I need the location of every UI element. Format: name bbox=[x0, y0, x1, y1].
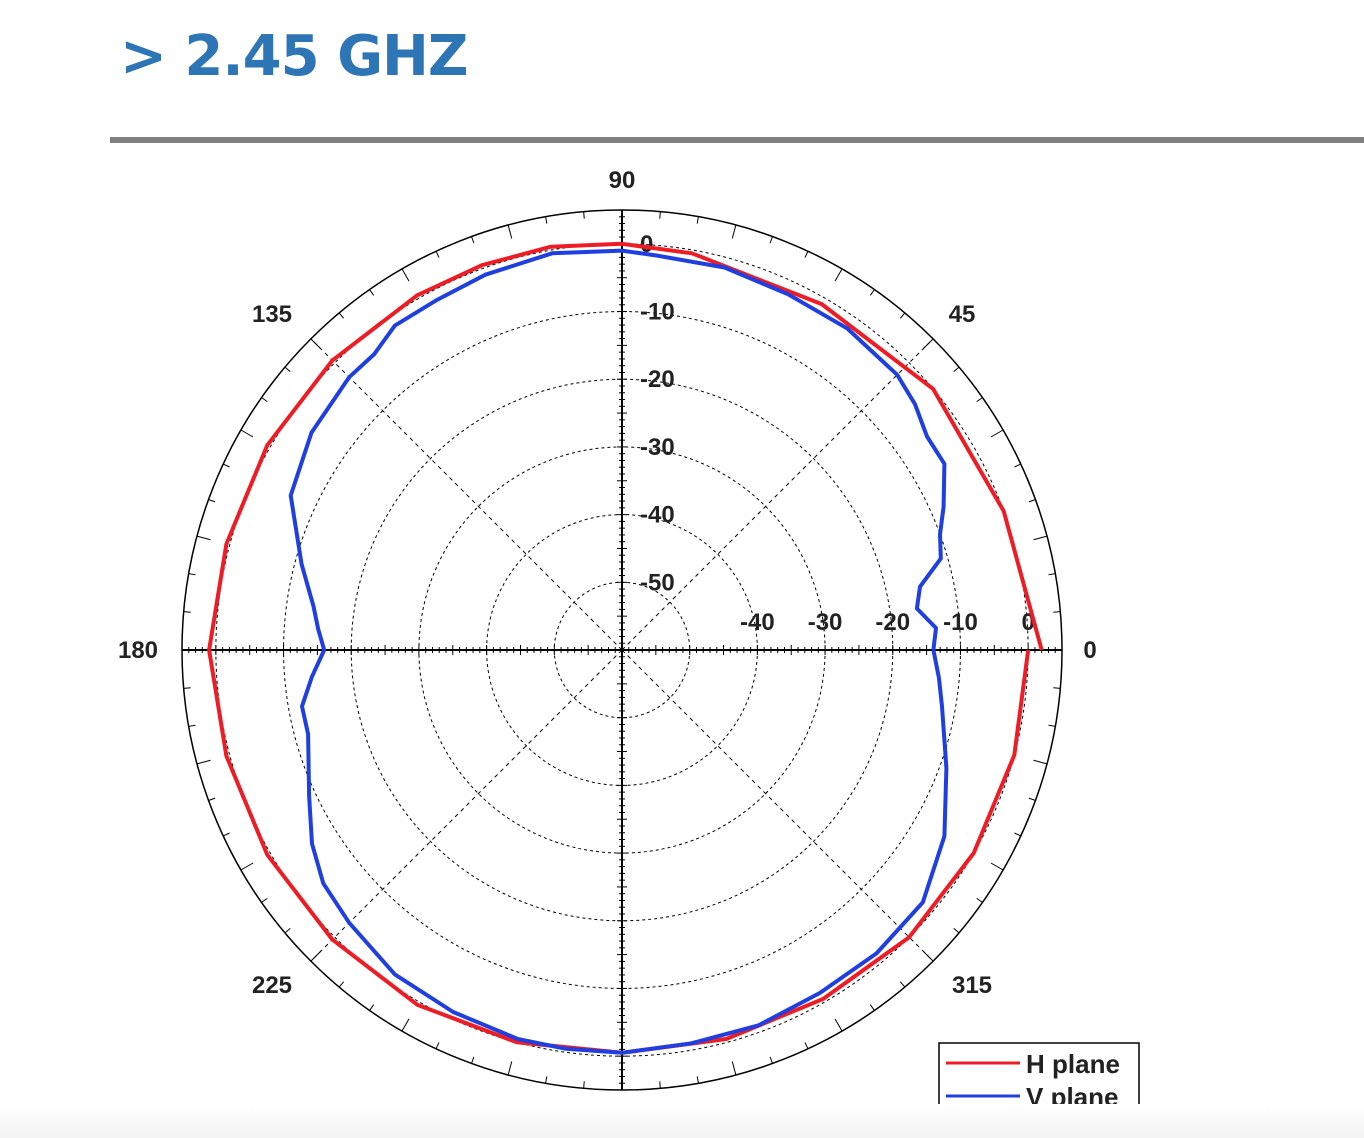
angle-tick bbox=[338, 981, 345, 988]
angle-tick bbox=[696, 216, 699, 224]
angle-tick bbox=[435, 251, 440, 258]
angle-tick bbox=[223, 463, 230, 468]
radial-label-vertical: -20 bbox=[640, 366, 675, 393]
angle-tick bbox=[1033, 535, 1048, 541]
angle-tick bbox=[769, 236, 773, 244]
legend-label-h-plane: H plane bbox=[1026, 1049, 1120, 1079]
angle-tick bbox=[696, 1076, 699, 1084]
angle-tick bbox=[471, 1056, 475, 1064]
angle-tick bbox=[507, 1061, 513, 1076]
angle-tick bbox=[1028, 797, 1036, 801]
page-footer-shade bbox=[0, 1104, 1364, 1138]
radial-label-vertical: -30 bbox=[640, 434, 675, 461]
page-title: > 2.45 GHZ bbox=[120, 24, 469, 89]
angle-tick bbox=[834, 268, 843, 282]
angle-tick bbox=[338, 312, 345, 319]
radial-label-horizontal: -20 bbox=[875, 609, 910, 636]
angle-tick bbox=[834, 1018, 843, 1032]
angle-tick bbox=[1053, 687, 1061, 689]
angle-tick bbox=[310, 950, 322, 962]
angle-tick bbox=[899, 312, 906, 319]
angle-tick bbox=[401, 1018, 410, 1032]
title-divider bbox=[110, 137, 1364, 143]
radial-label-vertical: -40 bbox=[640, 502, 675, 529]
angle-tick bbox=[435, 1042, 440, 1049]
angle-tick bbox=[731, 1061, 737, 1076]
angle-label-180: 180 bbox=[118, 637, 158, 664]
angle-tick bbox=[953, 366, 960, 373]
angle-tick bbox=[583, 1081, 585, 1089]
radial-label-vertical: -10 bbox=[640, 299, 675, 326]
series-line-v-plane bbox=[288, 248, 949, 1055]
angle-tick bbox=[196, 759, 211, 765]
angle-tick bbox=[922, 950, 934, 962]
angle-tick bbox=[1033, 759, 1048, 765]
angle-tick bbox=[208, 797, 216, 801]
radial-label-horizontal: -40 bbox=[740, 609, 775, 636]
angle-tick bbox=[990, 429, 1004, 438]
angle-tick bbox=[507, 224, 513, 239]
radial-label-vertical: 0 bbox=[640, 231, 653, 258]
angle-label-0: 0 bbox=[1083, 637, 1096, 664]
grid-spoke bbox=[621, 649, 934, 962]
angle-tick bbox=[240, 862, 254, 871]
grid-spoke bbox=[310, 649, 623, 962]
angle-tick bbox=[196, 535, 211, 541]
angle-tick bbox=[1028, 499, 1036, 503]
angle-tick bbox=[659, 211, 661, 219]
radial-label-horizontal: -30 bbox=[808, 609, 843, 636]
angle-tick bbox=[869, 1004, 875, 1011]
angle-tick bbox=[261, 897, 268, 903]
grid-spoke bbox=[621, 338, 934, 651]
angle-tick bbox=[804, 1042, 809, 1049]
angle-tick bbox=[1048, 724, 1056, 727]
angle-tick bbox=[183, 687, 191, 689]
angle-tick bbox=[208, 499, 216, 503]
angle-tick bbox=[1048, 573, 1056, 576]
angle-tick bbox=[922, 338, 934, 350]
angle-tick bbox=[545, 216, 548, 224]
angle-label-45: 45 bbox=[949, 301, 976, 328]
grid-spoke bbox=[310, 338, 623, 651]
angle-tick bbox=[869, 289, 875, 296]
angle-tick bbox=[976, 897, 983, 903]
angle-tick bbox=[284, 366, 291, 373]
angle-tick bbox=[659, 1081, 661, 1089]
radial-label-vertical: -50 bbox=[640, 569, 675, 596]
angle-tick bbox=[545, 1076, 548, 1084]
angle-tick bbox=[471, 236, 475, 244]
angle-tick bbox=[769, 1056, 773, 1064]
angle-tick bbox=[188, 724, 196, 727]
angle-label-315: 315 bbox=[952, 972, 992, 999]
angle-tick bbox=[804, 251, 809, 258]
data-series bbox=[207, 241, 1044, 1055]
radial-label-horizontal: -10 bbox=[943, 609, 978, 636]
angle-tick bbox=[1053, 611, 1061, 613]
angle-label-225: 225 bbox=[252, 972, 292, 999]
angle-label-90: 90 bbox=[609, 167, 636, 194]
angle-tick bbox=[369, 1004, 375, 1011]
angle-tick bbox=[953, 927, 960, 934]
angle-tick bbox=[1014, 832, 1021, 837]
angle-tick bbox=[401, 268, 410, 282]
angle-tick bbox=[583, 211, 585, 219]
angle-tick bbox=[188, 573, 196, 576]
angle-tick bbox=[899, 981, 906, 988]
angle-tick bbox=[223, 832, 230, 837]
axis-ticks bbox=[181, 209, 1063, 1091]
angle-tick bbox=[240, 429, 254, 438]
angle-tick bbox=[310, 338, 322, 350]
angle-tick bbox=[261, 397, 268, 403]
series-line-h-plane bbox=[207, 241, 1044, 1055]
angle-tick bbox=[369, 289, 375, 296]
angle-label-135: 135 bbox=[252, 301, 292, 328]
angle-tick bbox=[1014, 463, 1021, 468]
angle-tick bbox=[976, 397, 983, 403]
angle-tick bbox=[731, 224, 737, 239]
angle-tick bbox=[990, 862, 1004, 871]
angle-tick bbox=[284, 927, 291, 934]
angle-tick bbox=[183, 611, 191, 613]
